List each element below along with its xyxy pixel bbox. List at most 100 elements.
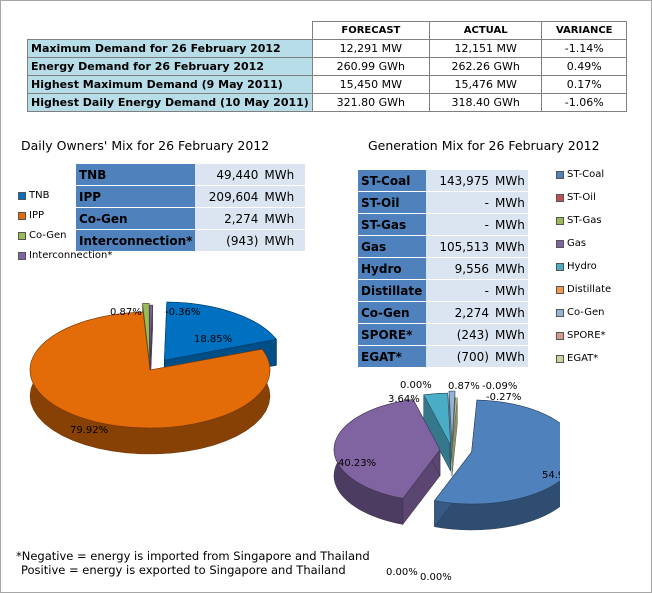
gen-value: (243)	[426, 323, 492, 346]
table-row: Hydro 9,556 MWh	[358, 257, 528, 280]
gen-name: EGAT*	[358, 345, 426, 368]
gen-unit: MWh	[492, 345, 528, 368]
gen-name: ST-Gas	[358, 213, 426, 236]
pie-data-label: -0.09%	[482, 381, 517, 392]
owners-mix-table: TNB 49,440 MWh IPP 209,604 MWh Co-Gen 2,…	[76, 164, 306, 252]
gen-value: (700)	[426, 345, 492, 368]
legend-label: EGAT*	[567, 353, 599, 364]
forecast-cell: 321.80 GWh	[311, 93, 430, 112]
owners-legend: TNB IPP Co-Gen Interconnection*	[18, 190, 112, 261]
gen-value: 9,556	[426, 257, 492, 280]
gen-unit: MWh	[492, 257, 528, 280]
owner-unit: MWh	[261, 207, 306, 230]
legend-label: ST-Gas	[567, 215, 602, 226]
pie-data-label: 79.92%	[70, 425, 108, 436]
gen-unit: MWh	[492, 301, 528, 324]
table-row: SPORE* (243) MWh	[358, 323, 528, 346]
owner-unit: MWh	[261, 229, 306, 252]
legend-swatch	[556, 262, 564, 271]
variance-cell: -1.06%	[541, 93, 627, 112]
legend-item: Hydro	[556, 261, 611, 272]
pie-slice-st-coal	[433, 399, 560, 505]
generation-legend: ST-Coal ST-Oil ST-Gas Gas Hydro Distillate Co-…	[556, 169, 611, 376]
pie-data-label: -0.27%	[486, 392, 521, 403]
summary-header-variance: VARIANCE	[541, 21, 627, 40]
table-row: IPP 209,604 MWh	[76, 185, 306, 208]
legend-item: ST-Gas	[556, 215, 611, 226]
legend-item: TNB	[18, 190, 112, 201]
legend-label: ST-Coal	[567, 169, 605, 180]
gen-name: Gas	[358, 235, 426, 258]
legend-swatch	[556, 170, 564, 179]
pie-data-label: -0.36%	[165, 307, 200, 318]
pie-slice-interconnection-	[149, 304, 153, 364]
legend-swatch	[556, 308, 564, 317]
variance-cell: 0.49%	[541, 57, 627, 76]
gen-value: 143,975	[426, 170, 492, 192]
owner-name: Interconnection*	[76, 229, 196, 252]
owner-unit: MWh	[261, 164, 306, 186]
gen-unit: MWh	[492, 279, 528, 302]
legend-swatch	[556, 331, 564, 340]
table-row: ST-Oil - MWh	[358, 191, 528, 214]
table-row: Maximum Demand for 26 February 2012 12,2…	[27, 39, 627, 58]
table-row: Co-Gen 2,274 MWh	[76, 207, 306, 230]
owner-name: IPP	[76, 185, 196, 208]
table-row: TNB 49,440 MWh	[76, 164, 306, 186]
owner-name: Co-Gen	[76, 207, 196, 230]
table-row: Interconnection* (943) MWh	[76, 229, 306, 252]
gen-unit: MWh	[492, 235, 528, 258]
gen-unit: MWh	[492, 213, 528, 236]
owner-value: (943)	[195, 229, 262, 252]
pie-slice-co-gen	[142, 302, 150, 362]
pie-slice-hydro	[423, 392, 451, 446]
owner-unit: MWh	[261, 185, 306, 208]
pie-data-label: 0.87%	[448, 381, 480, 392]
gen-unit: MWh	[492, 323, 528, 346]
pie-slice-co-gen	[448, 390, 456, 444]
legend-item: Gas	[556, 238, 611, 249]
summary-corner-cell	[28, 22, 313, 40]
legend-item: SPORE*	[556, 330, 611, 341]
actual-cell: 15,476 MW	[428, 75, 543, 94]
legend-swatch	[556, 193, 564, 202]
legend-label: Gas	[567, 238, 587, 249]
table-row: ST-Coal 143,975 MWh	[358, 170, 528, 192]
summary-header-row: FORECAST ACTUAL VARIANCE	[28, 21, 627, 40]
forecast-cell: 12,291 MW	[311, 39, 430, 58]
pie-data-label: 3.64%	[388, 394, 420, 405]
pie-data-label: 0.00%	[420, 572, 452, 583]
summary-table: FORECAST ACTUAL VARIANCE Maximum Demand …	[27, 21, 627, 112]
gen-value: 105,513	[426, 235, 492, 258]
legend-label: Distillate	[567, 284, 612, 295]
gen-unit: MWh	[492, 170, 528, 192]
footnote-line-1: *Negative = energy is imported from Sing…	[16, 549, 370, 563]
row-label: Highest Maximum Demand (9 May 2011)	[27, 75, 313, 94]
pie-data-label: 18.85%	[194, 334, 232, 345]
pie-slice-gas	[333, 399, 441, 499]
owner-value: 209,604	[195, 185, 262, 208]
legend-label: Co-Gen	[29, 230, 67, 241]
legend-swatch	[18, 191, 26, 200]
forecast-cell: 15,450 MW	[311, 75, 430, 94]
owners-mix-title: Daily Owners' Mix for 26 February 2012	[21, 138, 270, 153]
pie-slice-tnb	[164, 301, 277, 361]
pie-slice-ipp	[29, 311, 271, 429]
legend-label: Co-Gen	[567, 307, 605, 318]
legend-label: SPORE*	[567, 330, 606, 341]
generation-mix-title: Generation Mix for 26 February 2012	[368, 138, 600, 153]
table-row: Co-Gen 2,274 MWh	[358, 301, 528, 324]
owner-value: 49,440	[195, 164, 262, 186]
pie-data-label: 0.00%	[386, 567, 418, 578]
legend-swatch	[556, 354, 564, 363]
owner-name: TNB	[76, 164, 196, 186]
generation-mix-table: ST-Coal 143,975 MWh ST-Oil - MWh ST-Gas …	[358, 170, 528, 368]
gen-name: ST-Coal	[358, 170, 426, 192]
legend-item: ST-Coal	[556, 169, 611, 180]
legend-item: Co-Gen	[556, 307, 611, 318]
variance-cell: -1.14%	[541, 39, 627, 58]
table-row: Energy Demand for 26 February 2012 260.9…	[27, 57, 627, 76]
actual-cell: 12,151 MW	[428, 39, 543, 58]
table-row: Highest Maximum Demand (9 May 2011) 15,4…	[27, 75, 627, 94]
gen-name: ST-Oil	[358, 191, 426, 214]
